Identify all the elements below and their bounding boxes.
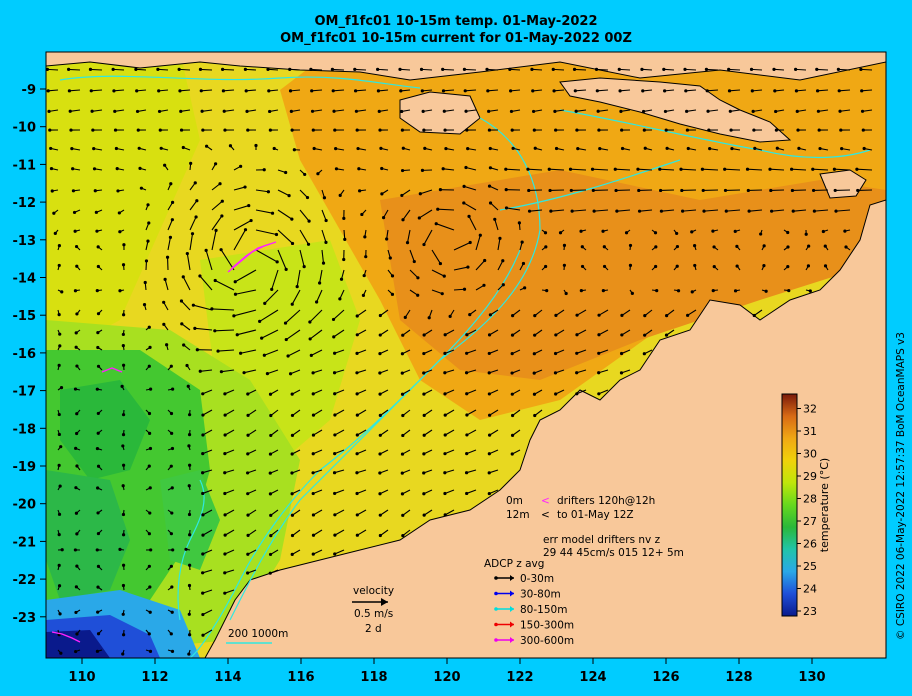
lat-tick-label: -20 (13, 498, 37, 513)
drifter-legend-line1: drifters 120h@12h (557, 495, 655, 507)
lat-tick-label: -16 (13, 347, 37, 362)
lon-tick-label: 124 (579, 670, 606, 685)
velocity-scale: velocity 0.5 m/s 2 d (352, 585, 394, 635)
velocity-duration: 2 d (365, 623, 382, 635)
map-title: OM_f1fc01 10-15m temp. 01-May-2022 (314, 14, 598, 29)
land-australia (46, 52, 886, 658)
adcp-item-label: 0-30m (520, 573, 554, 585)
velocity-scale-value: 0.5 m/s (354, 608, 393, 620)
err-values: 29 44 45cm/s 015 12+ 5m (543, 547, 684, 559)
drifter-legend-line2: to 01-May 12Z (557, 509, 634, 521)
lat-tick-label: -10 (13, 121, 37, 136)
colorbar-tick-label: 30 (803, 448, 817, 461)
colorbar-tick-label: 27 (803, 515, 817, 528)
colorbar-tick-label: 26 (803, 538, 817, 551)
lon-tick-label: 130 (798, 670, 825, 685)
colorbar-tick-label: 28 (803, 493, 817, 506)
latitude-axis: -9 -10 -11 -12 -13 -14 -15 -16 -17 -18 -19 -20 -21 -2… (13, 83, 46, 626)
colorbar-tick-label: 29 (803, 470, 817, 483)
velocity-title: velocity (353, 585, 394, 597)
map-frame (45, 51, 887, 659)
lon-tick-label: 122 (506, 670, 533, 685)
colorbar-tick-label: 23 (803, 605, 817, 618)
drifter-tracks (51, 241, 277, 643)
colorbar-label: temperature (°C) (818, 458, 831, 552)
lon-tick-label: 110 (68, 670, 95, 685)
lat-tick-label: -18 (13, 422, 37, 437)
isobath-legend: 200 1000m (226, 628, 288, 644)
credit-text: © CSIRO 2022 06-May-2022 12:57:37 BoM Oc… (895, 332, 907, 640)
drifter-pink-marker: < (541, 495, 550, 507)
lat-tick-label: -19 (13, 460, 37, 475)
map-subtitle: OM_f1fc01 10-15m current for 01-May-2022… (280, 31, 632, 46)
colorbar-tick-label: 32 (803, 403, 817, 416)
adcp-item-label: 300-600m (520, 635, 574, 647)
lon-tick-label: 120 (433, 670, 460, 685)
lat-tick-label: -21 (13, 535, 37, 550)
lon-tick-label: 118 (360, 670, 387, 685)
colorbar-tick-label: 24 (803, 583, 817, 596)
current-vectors (45, 67, 873, 656)
colorbar: 23 24 25 26 27 28 29 30 31 32 temperature (°C) (781, 393, 831, 618)
lat-tick-label: -12 (13, 196, 37, 211)
lat-tick-label: -22 (13, 573, 37, 588)
depth-12m-label: 12m (506, 509, 530, 521)
lon-tick-label: 126 (652, 670, 679, 685)
lon-tick-label: 116 (287, 670, 314, 685)
isobath-contours (59, 75, 871, 658)
lon-tick-label: 128 (725, 670, 752, 685)
drifter-legend: 0m 12m < < drifters 120h@12h to 01-May 1… (506, 495, 684, 559)
lat-tick-label: -11 (13, 158, 37, 173)
colorbar-tick-label: 25 (803, 560, 817, 573)
isobath-label: 200 1000m (228, 628, 288, 640)
lon-tick-label: 112 (141, 670, 168, 685)
drifter-black-marker: < (541, 509, 550, 521)
lat-tick-label: -17 (13, 385, 37, 400)
lat-tick-label: -9 (22, 83, 36, 98)
adcp-item-label: 150-300m (520, 620, 574, 632)
adcp-legend: ADCP z avg 0-30m 30-80m 80-150m 150-300m 300… (484, 558, 574, 647)
adcp-item-label: 30-80m (520, 589, 561, 601)
adcp-title: ADCP z avg (484, 558, 544, 570)
lat-tick-label: -13 (13, 234, 37, 249)
lon-tick-label: 114 (214, 670, 241, 685)
adcp-item-label: 80-150m (520, 604, 567, 616)
lat-tick-label: -23 (13, 611, 37, 626)
lat-tick-label: -14 (13, 272, 37, 287)
depth-0m-label: 0m (506, 495, 523, 507)
colorbar-tick-label: 31 (803, 425, 817, 438)
longitude-axis: 110 112 114 116 118 120 122 124 126 128 130 (68, 658, 826, 685)
err-title: err model drifters nv z (543, 534, 661, 546)
lat-tick-label: -15 (13, 309, 37, 324)
